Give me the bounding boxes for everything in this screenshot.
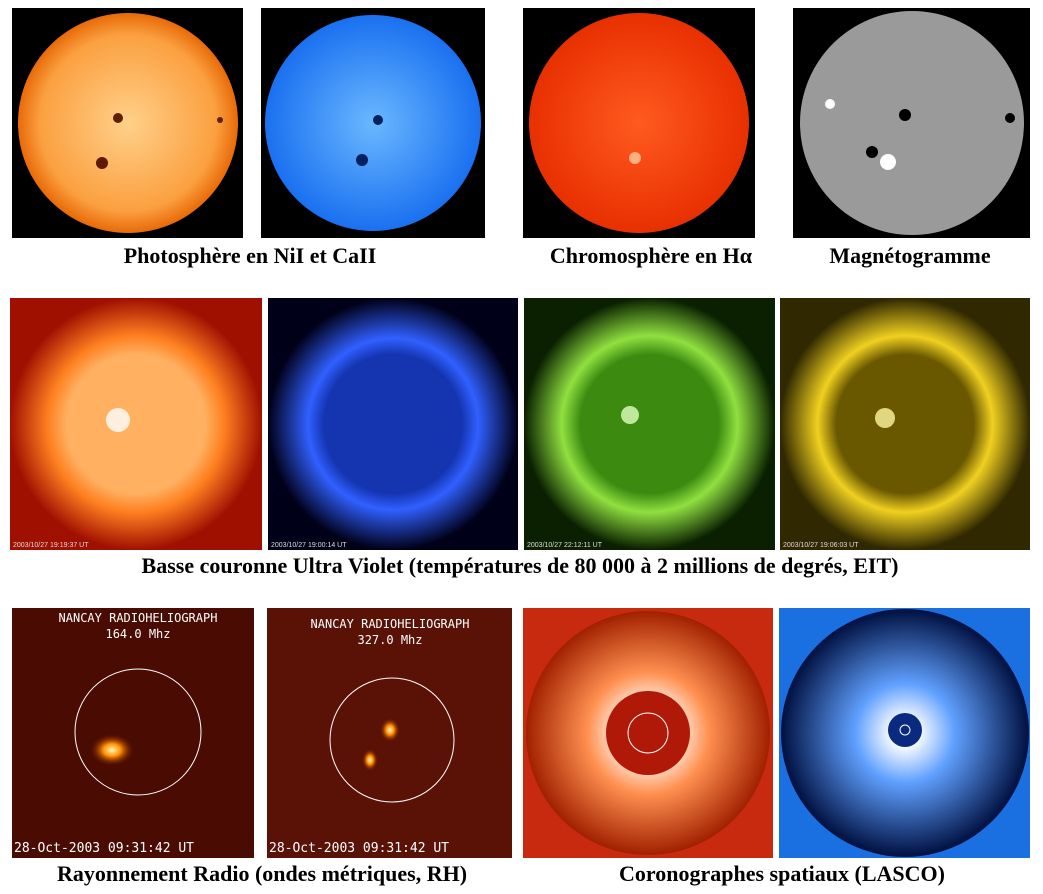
- caption: Coronographes spatiaux (LASCO): [619, 861, 945, 886]
- sunspot: [113, 113, 123, 123]
- polarity: [866, 146, 878, 158]
- radio-bg: [12, 608, 254, 858]
- timestamp: 2003/10/27 19:06:03 UT: [783, 542, 859, 549]
- caption: Rayonnement Radio (ondes métriques, RH): [57, 861, 467, 886]
- radio-source: [380, 718, 400, 742]
- timestamp: 2003/10/27 22:12:11 UT: [527, 542, 603, 549]
- limb: [329, 677, 455, 803]
- radio-title: NANCAY RADIOHELIOGRAPH: [311, 617, 470, 631]
- polarity: [825, 99, 835, 109]
- eit-green: [524, 298, 775, 550]
- eit-blue: [268, 298, 518, 550]
- caption: Chromosphère en Hα: [550, 243, 753, 268]
- polarity: [899, 109, 911, 121]
- eit-yellow: [780, 298, 1030, 550]
- eit-orange: [10, 298, 262, 550]
- radio-title: NANCAY RADIOHELIOGRAPH: [59, 611, 218, 625]
- radio-frequency: 164.0 Mhz: [105, 627, 170, 641]
- radio-source: [90, 734, 134, 766]
- spot: [373, 115, 383, 125]
- sunspot: [217, 117, 223, 123]
- radio-source: [362, 749, 378, 771]
- active-region: [106, 408, 130, 432]
- photosphere-disk: [18, 13, 238, 233]
- caption: Magnétogramme: [829, 243, 991, 268]
- radio-timestamp: 28-Oct-2003 09:31:42 UT: [14, 841, 194, 856]
- active-region: [621, 406, 639, 424]
- active-region: [875, 408, 895, 428]
- plage: [629, 152, 641, 164]
- occulter: [888, 713, 922, 747]
- spot: [356, 154, 368, 166]
- sunspot: [96, 157, 108, 169]
- occulter: [606, 691, 690, 775]
- radio-timestamp: 28-Oct-2003 09:31:42 UT: [269, 841, 449, 856]
- timestamp: 2003/10/27 19:00:14 UT: [271, 542, 347, 549]
- caption: Photosphère en NiI et CaII: [124, 243, 377, 268]
- polarity: [880, 154, 896, 170]
- sun-outline: [899, 724, 911, 736]
- ha-disk: [529, 13, 749, 233]
- ca-disk: [265, 15, 481, 231]
- radio-frequency: 327.0 Mhz: [357, 633, 422, 647]
- limb: [74, 668, 202, 796]
- mag-disk: [800, 11, 1024, 235]
- polarity: [1005, 113, 1015, 123]
- timestamp: 2003/10/27 19:19:37 UT: [13, 542, 89, 549]
- sun-outline: [627, 712, 669, 754]
- caption: Basse couronne Ultra Violet (température…: [142, 553, 899, 578]
